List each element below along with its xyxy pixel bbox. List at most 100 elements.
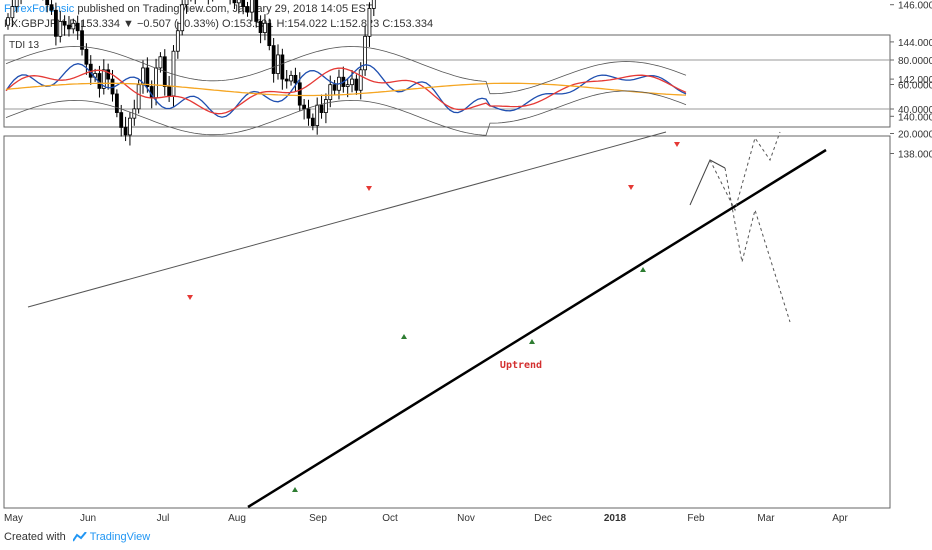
price-tick-label: 146.000 [898,1,932,12]
candle-body [297,82,302,106]
candle-body [319,104,324,113]
created-with-text: Created with [4,531,66,543]
time-tick-label: Oct [382,513,398,524]
price-tick-label: 144.000 [898,38,932,49]
candle-body [123,127,128,136]
tdi-upper-band [5,46,687,95]
high-marker-down-icon [628,185,634,190]
projection-arrow [689,159,726,206]
uptrend-annotation: Uptrend [500,360,542,371]
published-text: published on TradingView.com, January 29… [77,3,373,15]
tdi-tick-label: 60.0000 [898,81,932,92]
time-tick-label: Aug [228,513,246,524]
candle-body [367,8,372,37]
candle-body [106,69,111,80]
candle-body [284,78,289,82]
candle-body [184,0,189,6]
price-tick-label: 142.000 [898,75,932,86]
change-down-icon: ▼ [123,18,134,30]
chart-header: ForexForensic published on TradingView.c… [4,2,373,16]
candle-body [114,93,119,113]
tdi-tick-label: 40.0000 [898,105,932,116]
candle-body [289,74,293,82]
main-frame [3,135,891,509]
high-label: H: [276,18,288,30]
footer: Created with TradingView [4,529,150,545]
tdi-market-base-line [5,82,687,97]
low-marker-up-icon [401,334,407,339]
candle-body [145,67,150,87]
low-marker-up-icon [640,267,646,272]
tdi-label: TDI 13 [9,40,39,51]
candle-body [332,84,337,91]
candle-body [371,0,376,9]
candle-body [345,84,350,87]
candle-body [280,54,285,80]
candle-body [54,9,58,37]
candle-body [45,0,50,6]
candle-body [267,22,272,47]
tdi-signal-line [5,67,687,115]
candle-body [245,6,250,13]
tradingview-brand[interactable]: TradingView [89,531,151,543]
time-tick-label: Apr [832,513,848,524]
time-tick-label: Jun [80,513,96,524]
tdi-tick-label: 80.0000 [898,56,932,67]
tdi-tick-label: 20.0000 [898,130,932,141]
candle-body [236,0,241,4]
candle-body [154,67,158,99]
projection-path-down [724,167,791,323]
candle-body [263,22,267,33]
candle-body [128,117,132,136]
candle-body [271,45,276,74]
candle-body [232,0,237,4]
high-marker-down-icon [366,186,372,191]
last-price: 153.334 [80,18,120,30]
tdi-lower-band [5,90,687,136]
candle-body [306,108,311,119]
candle-body [67,24,71,30]
time-tick-label: Sep [309,513,327,524]
projection-path-up [709,131,781,212]
open-label: O: [222,18,234,30]
time-tick-label: Dec [534,513,552,524]
candle-body [293,74,298,84]
candle-body [249,0,254,13]
low-marker-up-icon [292,487,298,492]
candle-body [136,84,141,110]
candle-body [119,112,124,128]
candle-body [101,69,106,89]
uptrend-line [247,148,827,509]
candle-body [258,21,263,34]
candle-body [354,78,359,91]
price-tick-label: 140.000 [898,112,932,123]
time-tick-label: Feb [687,513,705,524]
high-value: 154.022 [287,18,328,30]
low-marker-up-icon [529,339,535,344]
candle-body [302,104,307,110]
time-tick-label: 2018 [604,513,627,524]
candle-body [180,4,185,32]
candle-body [310,117,315,127]
tradingview-logo-icon [71,531,87,542]
candle-body [324,99,328,113]
time-tick-label: Mar [757,513,775,524]
candle-body [71,22,76,30]
candle-body [315,104,320,126]
high-marker-down-icon [674,142,680,147]
candle-body [358,69,363,91]
candle-body [167,86,172,97]
candle-body [62,21,67,26]
candle-body [241,0,246,7]
time-tick-label: May [4,513,23,524]
candle-body [175,30,180,52]
indicator-frame [3,34,891,128]
candle-body [158,56,163,69]
candle-body [49,4,54,11]
candle-body [254,0,259,22]
close-value: 153.334 [393,18,434,30]
candle-body [350,78,354,86]
candle-body [328,84,333,100]
candle-body [58,21,63,37]
